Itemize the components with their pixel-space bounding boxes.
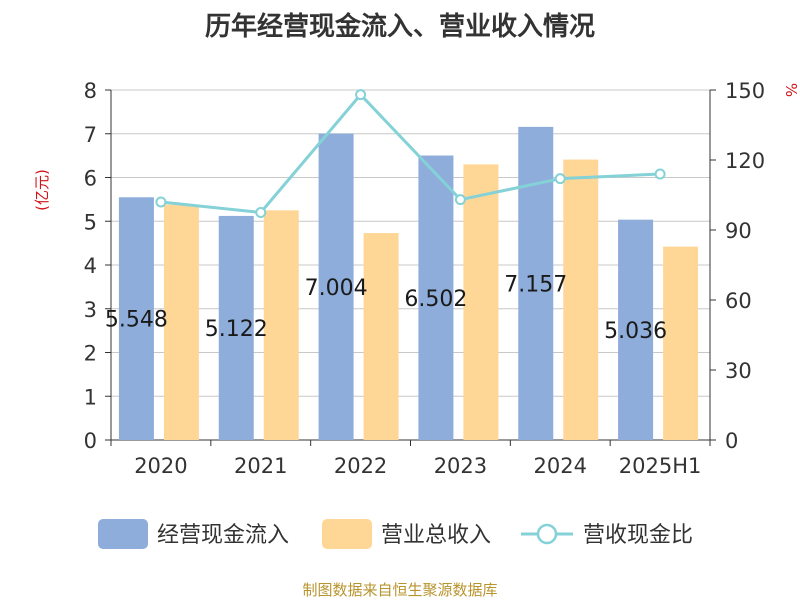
bar-revenue bbox=[163, 204, 199, 440]
bar-data-label: 6.502 bbox=[404, 287, 467, 312]
bar-data-label: 7.004 bbox=[305, 276, 368, 301]
right-tick-label: 90 bbox=[725, 219, 752, 243]
left-tick-label: 6 bbox=[84, 167, 97, 191]
ratio-point bbox=[155, 196, 167, 208]
bar-data-label: 5.548 bbox=[105, 308, 168, 333]
bar-data-label: 5.036 bbox=[604, 319, 667, 344]
legend-marker-ratio bbox=[536, 523, 558, 545]
bar-cash-inflow bbox=[618, 219, 654, 440]
bar-data-label: 7.157 bbox=[504, 272, 567, 297]
x-tick-label: 2024 bbox=[534, 454, 587, 478]
left-tick-label: 8 bbox=[84, 79, 97, 103]
left-tick-label: 0 bbox=[84, 429, 97, 453]
right-tick-label: 60 bbox=[725, 289, 752, 313]
x-tick-label: 2020 bbox=[134, 454, 187, 478]
legend-label-ratio: 营收现金比 bbox=[583, 523, 693, 548]
ratio-line bbox=[160, 92, 661, 215]
x-tick-label: 2021 bbox=[234, 454, 287, 478]
ratio-point bbox=[454, 194, 466, 206]
bar-cash-inflow bbox=[118, 197, 154, 440]
left-tick-label: 2 bbox=[84, 342, 97, 366]
ratio-point bbox=[355, 89, 367, 101]
x-tick-label: 2022 bbox=[334, 454, 387, 478]
bar-data-label: 5.122 bbox=[205, 317, 268, 342]
bar-revenue bbox=[663, 246, 699, 440]
ratio-point bbox=[654, 168, 666, 180]
right-tick-label: 150 bbox=[725, 79, 765, 103]
legend-label-revenue: 营业总收入 bbox=[381, 523, 491, 548]
right-tick-label: 120 bbox=[725, 149, 765, 173]
left-tick-label: 7 bbox=[84, 123, 97, 147]
ratio-point bbox=[554, 173, 566, 185]
x-tick-label: 2023 bbox=[434, 454, 487, 478]
bar-revenue bbox=[563, 159, 599, 440]
chart-title: 历年经营现金流入、营业收入情况 bbox=[204, 12, 595, 42]
bar-cash-inflow bbox=[518, 126, 554, 440]
legend-label-cash-inflow: 经营现金流入 bbox=[157, 523, 289, 548]
left-tick-label: 5 bbox=[84, 210, 97, 234]
left-axis-unit-label: (亿元) bbox=[33, 169, 51, 211]
legend-swatch-cash-inflow bbox=[98, 519, 148, 549]
data-source-footer: 制图数据来自恒生聚源数据库 bbox=[302, 581, 498, 599]
bar-cash-inflow bbox=[418, 155, 454, 440]
left-tick-label: 1 bbox=[84, 385, 97, 409]
bar-revenue bbox=[463, 164, 499, 440]
right-tick-label: 30 bbox=[725, 359, 752, 383]
bar-revenue bbox=[263, 210, 299, 440]
right-tick-label: 0 bbox=[725, 429, 738, 453]
bar-cash-inflow bbox=[318, 133, 354, 440]
bar-cash-inflow bbox=[218, 215, 254, 440]
bar-revenue bbox=[363, 233, 399, 440]
left-tick-label: 4 bbox=[84, 254, 97, 278]
right-axis-unit-label: % bbox=[782, 83, 800, 97]
ratio-point bbox=[255, 207, 267, 218]
left-tick-label: 3 bbox=[84, 298, 97, 322]
legend-swatch-revenue bbox=[322, 519, 372, 549]
x-tick-label: 2025H1 bbox=[619, 454, 702, 478]
